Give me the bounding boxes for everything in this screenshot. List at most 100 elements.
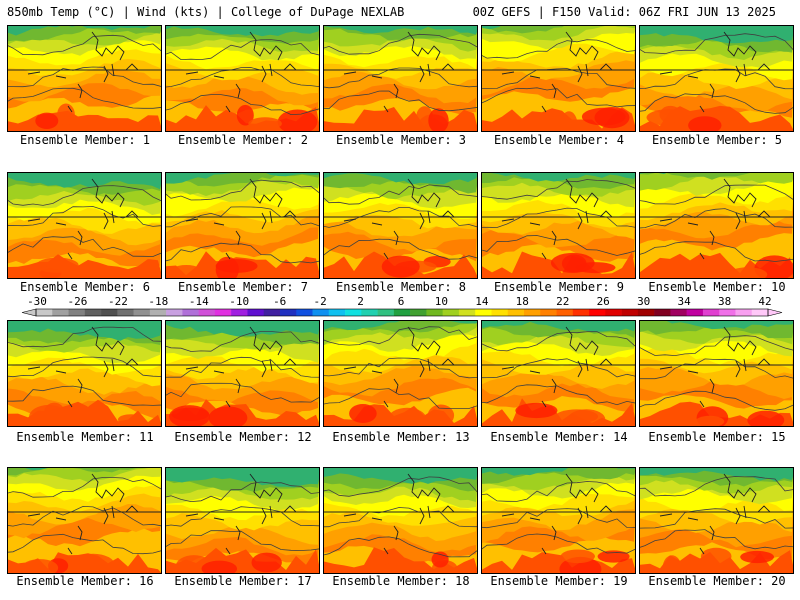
ensemble-map-panel bbox=[7, 320, 162, 427]
colorbar-segment bbox=[345, 309, 362, 316]
header-right-title: 00Z GEFS | F150 Valid: 06Z FRI JUN 13 20… bbox=[472, 5, 776, 19]
ensemble-map-panel bbox=[7, 25, 162, 132]
header-left-title: 850mb Temp (°C) | Wind (kts) | College o… bbox=[7, 5, 405, 19]
ensemble-member-label: Ensemble Member: 10 bbox=[648, 280, 786, 294]
colorbar-segment bbox=[702, 309, 720, 316]
colorbar-tick-label: -14 bbox=[188, 295, 209, 308]
colorbar-segment bbox=[198, 309, 216, 316]
colorbar-segment bbox=[589, 309, 606, 316]
colorbar-segment bbox=[84, 309, 102, 316]
colorbar-segment bbox=[312, 309, 330, 316]
ensemble-member-label: Ensemble Member: 20 bbox=[648, 574, 786, 588]
ensemble-member-label: Ensemble Member: 2 bbox=[177, 133, 309, 147]
colorbar-segment bbox=[507, 309, 525, 316]
colorbar-tick-label: 30 bbox=[637, 295, 651, 308]
colorbar-segment bbox=[475, 309, 492, 316]
colorbar-segment bbox=[231, 309, 248, 316]
colorbar-tick-label: 38 bbox=[717, 295, 732, 308]
colorbar-segment bbox=[377, 309, 395, 316]
colorbar-tick-label: -2 bbox=[313, 295, 327, 308]
ensemble-map-panel bbox=[323, 467, 478, 574]
ensemble-member-label: Ensemble Member: 5 bbox=[651, 133, 783, 147]
colorbar-segment bbox=[214, 309, 232, 316]
ensemble-map-panel bbox=[323, 172, 478, 279]
colorbar-segment bbox=[280, 309, 297, 316]
colorbar-tick-label: 2 bbox=[357, 295, 364, 308]
colorbar-high-arrow bbox=[767, 308, 783, 317]
colorbar-segment bbox=[393, 309, 411, 316]
colorbar-segment bbox=[654, 309, 671, 316]
ensemble-member-label: Ensemble Member: 16 bbox=[16, 574, 154, 588]
ensemble-map-panel bbox=[7, 467, 162, 574]
colorbar-segment bbox=[442, 309, 460, 316]
ensemble-map-panel bbox=[481, 320, 636, 427]
ensemble-member-label: Ensemble Member: 7 bbox=[177, 280, 309, 294]
colorbar-segment bbox=[68, 309, 86, 316]
ensemble-map-panel bbox=[639, 467, 794, 574]
temperature-colorbar bbox=[21, 308, 783, 317]
ensemble-member-label: Ensemble Member: 9 bbox=[493, 280, 625, 294]
colorbar-segment bbox=[36, 309, 53, 316]
colorbar-segment bbox=[410, 309, 427, 316]
ensemble-member-label: Ensemble Member: 11 bbox=[16, 430, 154, 444]
ensemble-member-label: Ensemble Member: 15 bbox=[648, 430, 786, 444]
colorbar-segment bbox=[166, 309, 183, 316]
colorbar-segment bbox=[605, 309, 622, 316]
ensemble-map-panel bbox=[639, 25, 794, 132]
ensemble-map-panel bbox=[165, 320, 320, 427]
colorbar-segment bbox=[524, 309, 541, 316]
colorbar-segment bbox=[686, 309, 704, 316]
colorbar-segment bbox=[133, 309, 151, 316]
colorbar-segment bbox=[621, 309, 639, 316]
ensemble-map-panel bbox=[323, 320, 478, 427]
colorbar-segment bbox=[426, 309, 443, 316]
colorbar-segment bbox=[117, 309, 134, 316]
colorbar-segment bbox=[491, 309, 509, 316]
colorbar-segment bbox=[149, 309, 167, 316]
ensemble-map-panel bbox=[165, 467, 320, 574]
colorbar-tick-label: -10 bbox=[229, 295, 250, 308]
colorbar-tick-label: -22 bbox=[107, 295, 128, 308]
colorbar-segment bbox=[101, 309, 118, 316]
colorbar-tick-label: -30 bbox=[27, 295, 47, 308]
ensemble-map-panel bbox=[639, 320, 794, 427]
ensemble-member-label: Ensemble Member: 14 bbox=[490, 430, 628, 444]
colorbar-segment bbox=[263, 309, 281, 316]
ensemble-map-panel bbox=[165, 172, 320, 279]
ensemble-member-label: Ensemble Member: 3 bbox=[335, 133, 467, 147]
colorbar-tick-label: -6 bbox=[273, 295, 287, 308]
colorbar-segment bbox=[637, 309, 655, 316]
ensemble-member-label: Ensemble Member: 6 bbox=[19, 280, 151, 294]
colorbar-tick-label: 42 bbox=[758, 295, 772, 308]
ensemble-member-label: Ensemble Member: 8 bbox=[335, 280, 467, 294]
colorbar-segment bbox=[328, 309, 346, 316]
colorbar-segment bbox=[719, 309, 736, 316]
ensemble-member-label: Ensemble Member: 17 bbox=[174, 574, 312, 588]
colorbar-tick-label: 6 bbox=[397, 295, 405, 308]
ensemble-member-label: Ensemble Member: 18 bbox=[332, 574, 470, 588]
colorbar-segment bbox=[361, 309, 378, 316]
colorbar-tick-label: 14 bbox=[475, 295, 489, 308]
colorbar-segment bbox=[182, 309, 199, 316]
colorbar-tick-label: -18 bbox=[148, 295, 169, 308]
colorbar-tick-label: 10 bbox=[434, 295, 449, 308]
ensemble-map-panel bbox=[639, 172, 794, 279]
colorbar-segment bbox=[458, 309, 476, 316]
colorbar-tick-label: -26 bbox=[67, 295, 88, 308]
ensemble-map-panel bbox=[481, 467, 636, 574]
colorbar-segment bbox=[556, 309, 574, 316]
colorbar-segment bbox=[735, 309, 753, 316]
colorbar-segment bbox=[52, 309, 69, 316]
colorbar-segment bbox=[670, 309, 687, 316]
colorbar-segment bbox=[247, 309, 265, 316]
ensemble-member-label: Ensemble Member: 13 bbox=[332, 430, 470, 444]
colorbar-tick-label: 34 bbox=[677, 295, 691, 308]
colorbar-segment bbox=[296, 309, 313, 316]
colorbar-low-arrow bbox=[21, 308, 37, 317]
colorbar-segment bbox=[751, 309, 769, 316]
ensemble-map-panel bbox=[481, 172, 636, 279]
ensemble-member-label: Ensemble Member: 1 bbox=[19, 133, 151, 147]
ensemble-member-label: Ensemble Member: 19 bbox=[490, 574, 628, 588]
ensemble-member-label: Ensemble Member: 4 bbox=[493, 133, 625, 147]
colorbar-tick-label: 18 bbox=[515, 295, 529, 308]
